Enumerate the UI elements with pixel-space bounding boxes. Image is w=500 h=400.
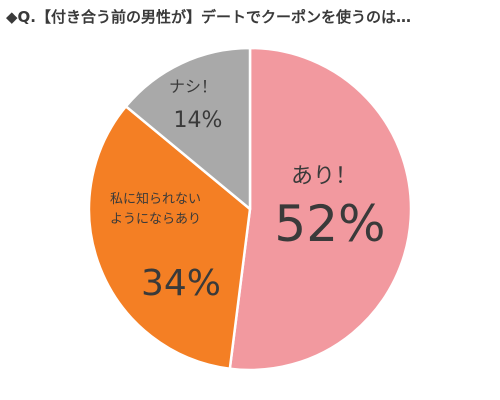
pie-slice-ari <box>228 46 413 372</box>
pie-slice-nashi <box>124 46 252 211</box>
slice-value-nashi: 14% <box>174 108 223 133</box>
chart-title: ◆Q.【付き合う前の男性が】デートでクーポンを使うのは… <box>6 8 411 26</box>
slice-value-ari: 52% <box>274 195 385 253</box>
slice-label-ari: あり！ <box>291 164 357 189</box>
slice-label-secret-line1: 私に知られない <box>110 191 201 207</box>
slice-label-nashi: ナシ！ <box>169 77 217 96</box>
slice-label-secret-line2: ようにならあり <box>110 212 201 227</box>
pie-slice-secret <box>87 105 252 370</box>
slice-value-secret: 34% <box>141 263 221 304</box>
